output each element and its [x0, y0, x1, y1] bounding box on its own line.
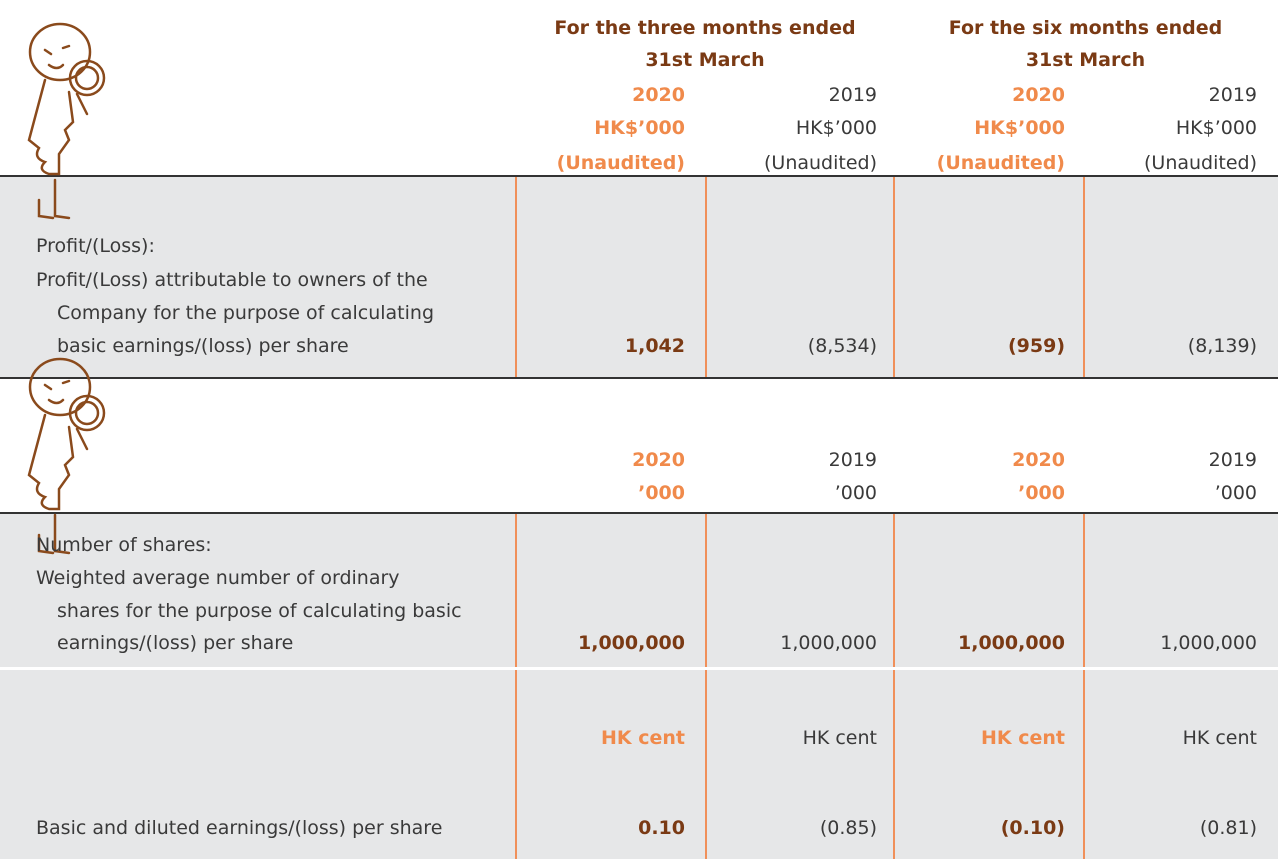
column-unit: HK cent — [802, 727, 877, 749]
rule — [0, 175, 1278, 177]
group-title: For the three months ended — [554, 17, 856, 39]
column-unit: ’000 — [1214, 482, 1257, 504]
column-unit: HK cent — [981, 727, 1065, 749]
cell-value: (8,139) — [1187, 335, 1257, 357]
column-unit: HK$’000 — [1175, 117, 1257, 139]
cell-value: 1,000,000 — [578, 632, 685, 654]
column-unit: HK cent — [601, 727, 685, 749]
mascot-icon — [27, 22, 106, 220]
cell-value: 0.10 — [638, 817, 685, 839]
row-label: Basic and diluted earnings/(loss) per sh… — [36, 817, 443, 839]
row-label: Company for the purpose of calculating — [57, 302, 435, 324]
row-heading: Number of shares: — [36, 534, 212, 556]
column-year: 2020 — [1012, 449, 1065, 471]
cell-value: 1,000,000 — [780, 632, 877, 654]
cell-value: (959) — [1007, 335, 1065, 357]
column-unit: ’000 — [638, 482, 685, 504]
mascot-icon — [27, 357, 106, 555]
column-year: 2019 — [1208, 84, 1257, 106]
cell-value: (0.85) — [819, 817, 877, 839]
cell-value: 1,000,000 — [1160, 632, 1257, 654]
column-year: 2019 — [828, 84, 877, 106]
column-unit: ’000 — [834, 482, 877, 504]
column-year: 2020 — [1012, 84, 1065, 106]
column-unit: HK cent — [1182, 727, 1257, 749]
row-label: Weighted average number of ordinary — [36, 567, 400, 589]
column-note: (Unaudited) — [1144, 152, 1257, 174]
column-unit: HK$’000 — [974, 117, 1065, 139]
rule — [0, 377, 1278, 379]
rule — [0, 512, 1278, 514]
column-unit: ’000 — [1018, 482, 1065, 504]
column-separator — [893, 514, 895, 667]
column-unit: HK$’000 — [594, 117, 685, 139]
cell-value: (0.10) — [1000, 817, 1065, 839]
column-year: 2020 — [632, 449, 685, 471]
group-title: For the six months ended — [948, 17, 1223, 39]
cell-value: (0.81) — [1199, 817, 1257, 839]
group-subtitle: 31st March — [1025, 49, 1146, 71]
column-separator — [893, 177, 895, 377]
column-note: (Unaudited) — [556, 152, 685, 174]
column-separator — [705, 670, 707, 859]
row-label: Profit/(Loss) attributable to owners of … — [36, 269, 428, 291]
group-subtitle: 31st March — [645, 49, 765, 71]
row-label: shares for the purpose of calculating ba… — [57, 600, 462, 622]
cell-value: (8,534) — [807, 335, 877, 357]
column-year: 2019 — [828, 449, 877, 471]
column-separator — [515, 177, 517, 377]
column-separator — [893, 670, 895, 859]
column-separator — [1083, 514, 1085, 667]
column-separator — [705, 177, 707, 377]
row-label: basic earnings/(loss) per share — [57, 335, 349, 357]
column-year: 2020 — [632, 84, 685, 106]
column-separator — [1083, 177, 1085, 377]
column-separator — [1083, 670, 1085, 859]
column-note: (Unaudited) — [764, 152, 877, 174]
band — [0, 177, 1278, 377]
column-year: 2019 — [1208, 449, 1257, 471]
cell-value: 1,000,000 — [958, 632, 1065, 654]
column-unit: HK$’000 — [795, 117, 877, 139]
band — [0, 514, 1278, 859]
separator — [0, 667, 1278, 670]
column-separator — [705, 514, 707, 667]
column-note: (Unaudited) — [936, 152, 1065, 174]
column-separator — [515, 514, 517, 667]
row-label: earnings/(loss) per share — [57, 632, 294, 654]
column-separator — [515, 670, 517, 859]
cell-value: 1,042 — [624, 335, 685, 357]
row-heading: Profit/(Loss): — [36, 235, 155, 257]
